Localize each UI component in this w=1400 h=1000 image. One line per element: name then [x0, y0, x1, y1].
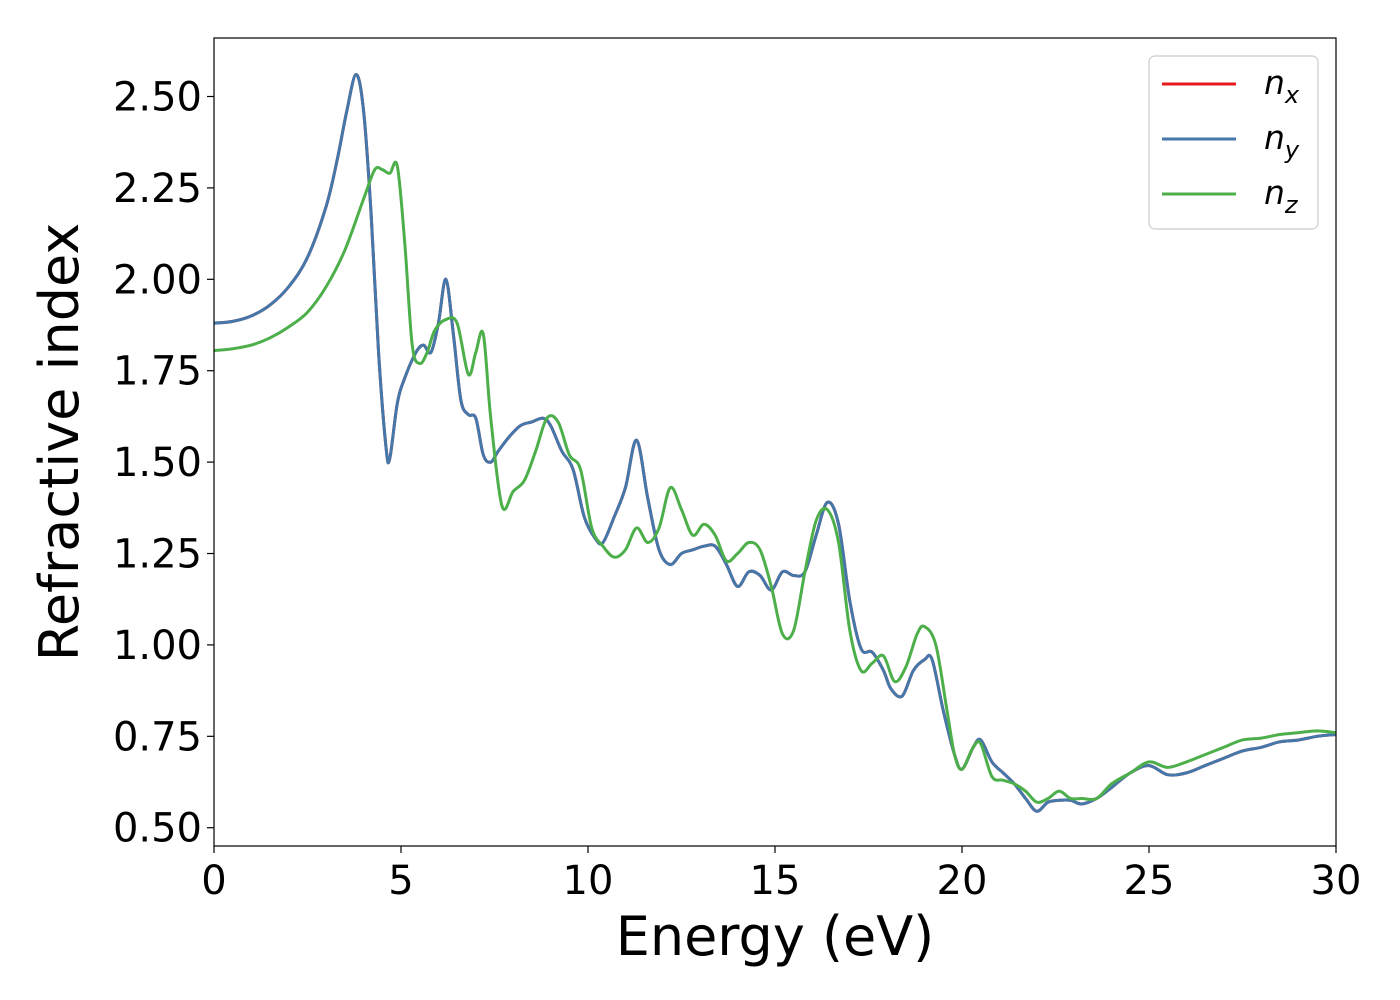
x-tick-label: 25: [1124, 858, 1175, 904]
y-tick-label: 1.00: [113, 623, 202, 669]
legend-label-y: ny: [1264, 118, 1300, 164]
y-tick-label: 2.25: [113, 166, 202, 212]
series-line-y: [214, 73, 1336, 813]
x-tick-label: 30: [1311, 858, 1362, 904]
y-tick-label: 1.75: [113, 349, 202, 395]
x-tick-label: 10: [563, 858, 614, 904]
x-axis-label: Energy (eV): [616, 905, 935, 968]
legend: nx ny nz: [1148, 55, 1319, 230]
legend-label-z: nz: [1264, 173, 1299, 219]
y-tick-label: 0.75: [113, 714, 202, 760]
series-layer: [214, 73, 1336, 813]
series-line-z: [214, 160, 1336, 804]
y-axis: 0.50 0.75 1.00 1.25 1.50 1.75 2.00 2.25 2.50: [113, 74, 214, 852]
x-tick-label: 15: [750, 858, 801, 904]
y-tick-label: 1.50: [113, 440, 202, 486]
x-tick-label: 5: [388, 858, 413, 904]
x-tick-label: 0: [201, 858, 226, 904]
y-axis-label: Refractive index: [28, 223, 91, 662]
legend-box: [1148, 55, 1319, 230]
y-tick-label: 0.50: [113, 806, 202, 852]
x-axis: 0 5 10 15 20 25 30: [201, 846, 1361, 904]
y-tick-label: 1.25: [113, 532, 202, 578]
y-tick-label: 2.00: [113, 257, 202, 303]
y-tick-label: 2.50: [113, 74, 202, 120]
x-tick-label: 20: [937, 858, 988, 904]
legend-label-x: nx: [1264, 63, 1300, 109]
